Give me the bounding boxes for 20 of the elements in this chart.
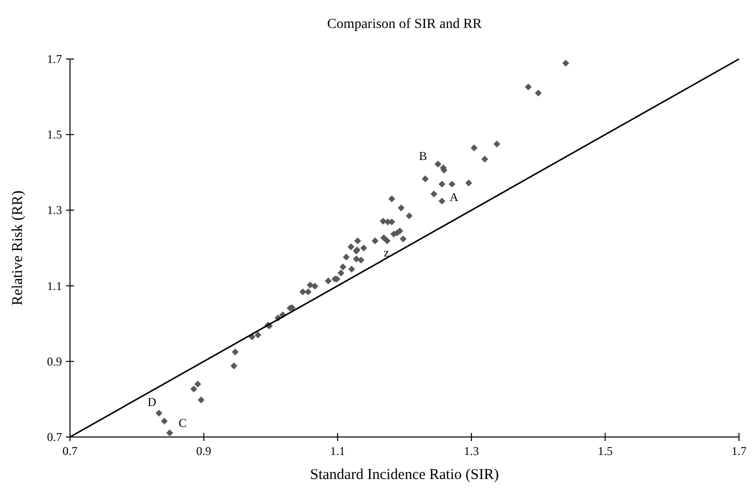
y-tick-label: 0.9 xyxy=(47,354,62,368)
chart-title: Comparison of SIR and RR xyxy=(327,17,483,32)
y-axis-title: Relative Risk (RR) xyxy=(10,190,26,306)
y-tick-label: 1.5 xyxy=(47,128,62,142)
x-tick-label: 0.7 xyxy=(62,444,78,458)
x-axis-title: Standard Incidence Ratio (SIR) xyxy=(310,467,499,483)
annotation: z xyxy=(384,245,390,260)
annotation: C xyxy=(178,416,187,430)
x-tick-label: 1.1 xyxy=(330,444,346,458)
y-tick-label: 1.7 xyxy=(47,52,62,66)
annotation: D xyxy=(148,395,157,410)
x-tick-label: 0.9 xyxy=(196,444,212,458)
y-tick-label: 1.3 xyxy=(47,203,62,218)
annotation: A xyxy=(450,190,459,204)
x-tick-label: 1.3 xyxy=(464,444,479,458)
x-tick-label: 1.5 xyxy=(598,444,613,458)
x-tick-label: 1.7 xyxy=(732,444,746,458)
y-tick-label: 0.7 xyxy=(47,430,62,444)
annotation: B xyxy=(418,149,427,164)
y-tick-label: 1.1 xyxy=(47,278,62,293)
